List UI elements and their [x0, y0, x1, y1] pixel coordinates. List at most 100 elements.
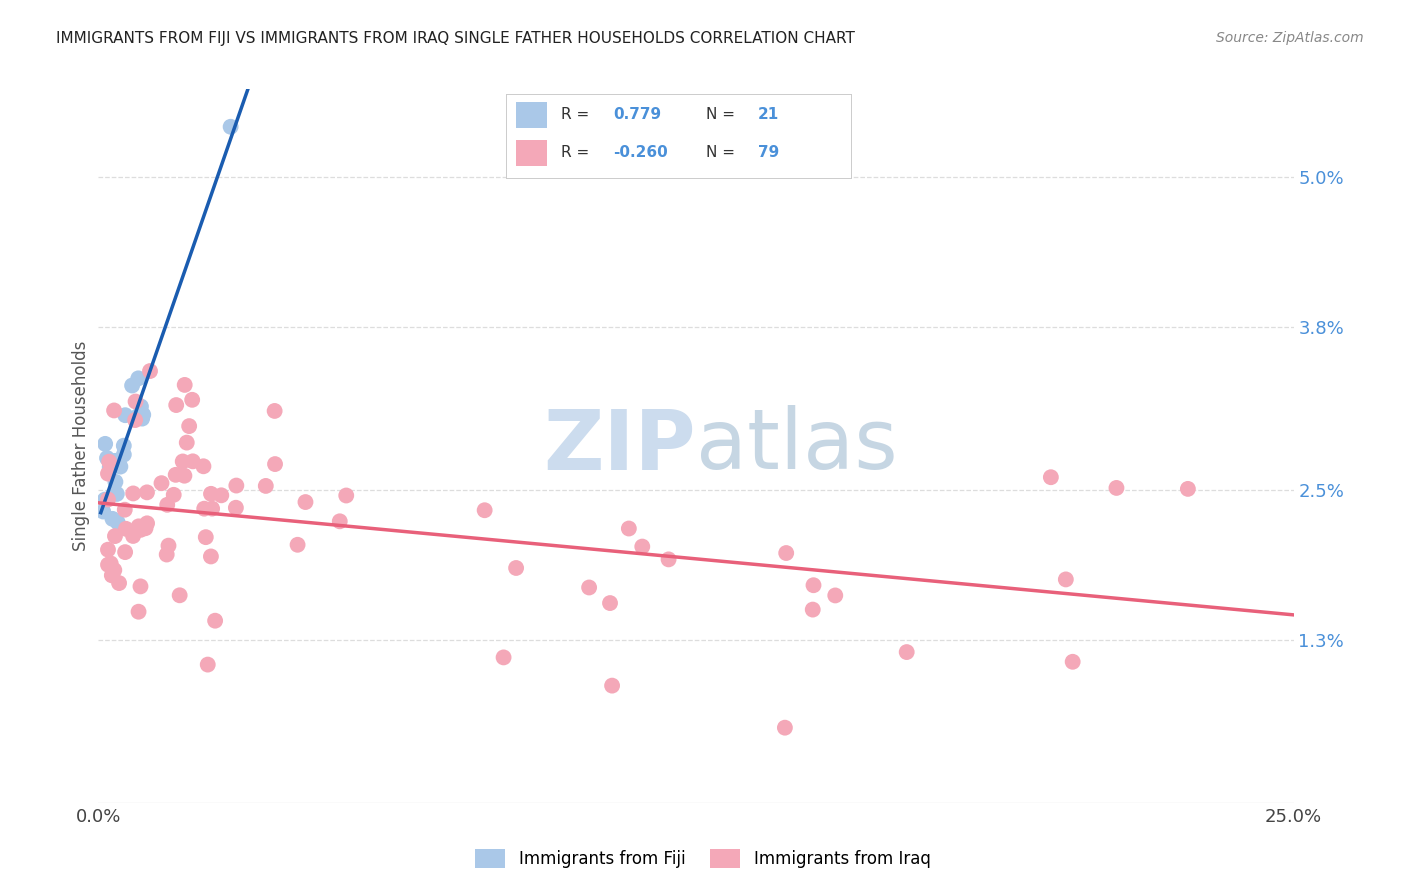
Point	[254, 479, 277, 493]
Point	[219, 120, 242, 134]
Point	[156, 498, 179, 512]
Point	[600, 679, 623, 693]
Point	[264, 457, 287, 471]
Text: -0.260: -0.260	[613, 145, 668, 161]
Point	[225, 478, 247, 492]
Point	[194, 530, 217, 544]
Point	[169, 588, 191, 602]
Point	[122, 486, 145, 500]
Point	[136, 516, 159, 531]
Point	[209, 488, 232, 502]
Point	[134, 521, 156, 535]
Point	[824, 589, 846, 603]
Point	[165, 398, 187, 412]
Point	[617, 522, 640, 536]
Point	[631, 540, 654, 554]
Point	[1062, 655, 1084, 669]
Point	[98, 460, 121, 475]
Point	[97, 467, 120, 481]
Point	[1105, 481, 1128, 495]
Point	[599, 596, 621, 610]
Point	[98, 455, 121, 469]
Text: IMMIGRANTS FROM FIJI VS IMMIGRANTS FROM IRAQ SINGLE FATHER HOUSEHOLDS CORRELATIO: IMMIGRANTS FROM FIJI VS IMMIGRANTS FROM …	[56, 31, 855, 46]
Point	[94, 492, 117, 507]
Point	[176, 435, 198, 450]
Point	[121, 378, 143, 392]
Bar	[516, 140, 547, 166]
Point	[139, 364, 162, 378]
Point	[801, 602, 824, 616]
Legend: Immigrants from Fiji, Immigrants from Iraq: Immigrants from Fiji, Immigrants from Ir…	[468, 843, 938, 875]
Text: 0.779: 0.779	[613, 107, 661, 122]
Point	[165, 467, 187, 482]
Point	[112, 439, 135, 453]
Point	[225, 500, 247, 515]
Point	[108, 576, 131, 591]
Point	[204, 614, 226, 628]
Point	[136, 485, 159, 500]
Point	[97, 492, 120, 507]
Point	[124, 394, 146, 409]
Point	[104, 529, 127, 543]
Point	[193, 501, 215, 516]
Point	[105, 487, 128, 501]
Point	[803, 578, 825, 592]
Point	[263, 404, 285, 418]
Point	[197, 657, 219, 672]
Point	[775, 546, 797, 560]
Point	[104, 454, 127, 468]
Point	[100, 557, 122, 571]
Point	[97, 542, 120, 557]
Point	[114, 408, 136, 422]
Point	[578, 581, 600, 595]
Point	[773, 721, 796, 735]
Point	[1039, 470, 1062, 484]
Point	[1177, 482, 1199, 496]
Text: N =: N =	[706, 145, 740, 161]
Point	[131, 411, 153, 425]
Point	[115, 522, 138, 536]
Text: Source: ZipAtlas.com: Source: ZipAtlas.com	[1216, 31, 1364, 45]
Point	[150, 476, 173, 491]
Text: R =: R =	[561, 107, 595, 122]
Text: atlas: atlas	[696, 406, 897, 486]
Point	[173, 378, 195, 392]
Point	[129, 400, 152, 414]
Point	[200, 549, 222, 564]
Point	[122, 529, 145, 543]
Point	[492, 650, 515, 665]
Point	[128, 605, 150, 619]
Bar	[516, 102, 547, 128]
Point	[132, 408, 155, 422]
Point	[172, 454, 194, 468]
Point	[94, 437, 117, 451]
Point	[97, 558, 120, 572]
Point	[201, 501, 224, 516]
Point	[193, 459, 215, 474]
Point	[104, 475, 127, 489]
Point	[157, 539, 180, 553]
Point	[200, 487, 222, 501]
Text: N =: N =	[706, 107, 740, 122]
Point	[173, 468, 195, 483]
Point	[96, 451, 118, 466]
Point	[110, 459, 132, 474]
Y-axis label: Single Father Households: Single Father Households	[72, 341, 90, 551]
Point	[127, 371, 149, 385]
Point	[112, 448, 135, 462]
Point	[124, 413, 146, 427]
Text: 79: 79	[758, 145, 779, 161]
Point	[1054, 573, 1077, 587]
Point	[294, 495, 316, 509]
Point	[181, 454, 204, 468]
Point	[91, 504, 114, 518]
Point	[474, 503, 496, 517]
Point	[129, 523, 152, 537]
Point	[896, 645, 918, 659]
Point	[287, 538, 309, 552]
Point	[125, 409, 148, 424]
Point	[658, 552, 681, 566]
Point	[179, 419, 201, 434]
Point	[335, 488, 357, 502]
Point	[107, 516, 129, 530]
